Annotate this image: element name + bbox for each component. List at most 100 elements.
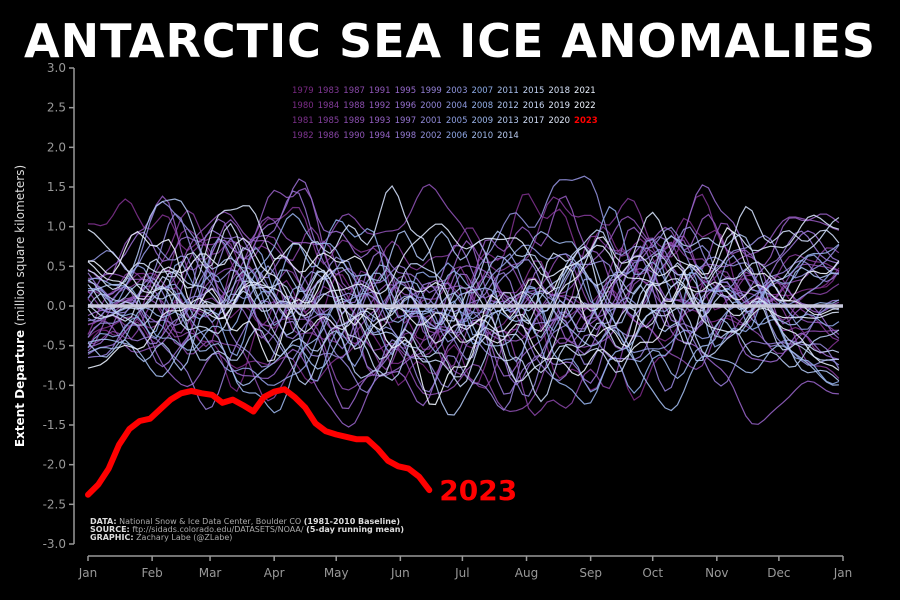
credits-data-label: DATA:	[90, 517, 117, 526]
legend-entry-2007: 2007	[471, 86, 494, 96]
legend-entry-2018: 2018	[548, 86, 571, 96]
legend-entry-1984: 1984	[317, 101, 340, 111]
highlight-series-2023: 2023	[85, 386, 517, 507]
x-tick-label: Jan	[833, 566, 853, 580]
series-line-1982	[87, 193, 840, 341]
x-tick-label: May	[324, 566, 349, 580]
x-tick-label: Jun	[390, 566, 410, 580]
y-axis-label: Extent Departure (million square kilomet…	[13, 165, 27, 447]
credits-source-label: SOURCE:	[90, 525, 130, 534]
legend-entry-1994: 1994	[368, 131, 391, 141]
legend-entry-2015: 2015	[522, 86, 545, 96]
legend-entry-2017: 2017	[522, 116, 545, 126]
legend-entry-1981: 1981	[292, 116, 314, 126]
legend-entry-1992: 1992	[368, 101, 391, 111]
legend-entry-1982: 1982	[292, 131, 314, 141]
legend-entry-1980: 1980	[292, 101, 314, 111]
legend-entry-1988: 1988	[343, 101, 365, 111]
legend-entry-2009: 2009	[471, 116, 494, 126]
legend-entry-1998: 1998	[394, 131, 417, 141]
legend-entry-1990: 1990	[343, 131, 365, 141]
legend-entry-1987: 1987	[343, 86, 365, 96]
legend-entry-2023: 2023	[574, 116, 598, 126]
y-tick-label: 2.5	[47, 101, 66, 115]
series-line-1979	[87, 270, 840, 401]
credits-data-text: National Snow & Ice Data Center, Boulder…	[119, 517, 302, 526]
series-line-2018	[87, 205, 840, 383]
chart-title: ANTARCTIC SEA ICE ANOMALIES	[24, 14, 876, 68]
series-line-2014	[87, 229, 839, 386]
y-tick-label: 3.0	[47, 61, 66, 75]
legend-entry-1979: 1979	[292, 86, 314, 96]
series-line-1986	[87, 226, 840, 417]
series-line-1981	[87, 193, 840, 354]
legend-entry-2010: 2010	[471, 131, 494, 141]
series-line-2009	[87, 230, 840, 414]
x-tick-label: Aug	[515, 566, 538, 580]
legend-entry-1989: 1989	[343, 116, 365, 126]
y-tick-label: 1.0	[47, 220, 66, 234]
legend-entry-2013: 2013	[497, 116, 519, 126]
y-tick-label: -1.5	[43, 418, 66, 432]
legend-entry-2016: 2016	[522, 101, 545, 111]
y-tick-label: -2.5	[43, 497, 66, 511]
x-tick-label: Dec	[767, 566, 790, 580]
legend-entry-2006: 2006	[445, 131, 468, 141]
credits: DATA: National Snow & Ice Data Center, B…	[90, 518, 404, 542]
series-line-2022	[87, 226, 840, 406]
credits-source-text: ftp://sidads.colorado.edu/DATASETS/NOAA/	[132, 525, 304, 534]
y-tick-label: -0.5	[43, 339, 66, 353]
legend-entry-2014: 2014	[497, 131, 519, 141]
legend-entry-1993: 1993	[368, 116, 391, 126]
historical-series-lines	[87, 175, 840, 428]
y-tick-label: -1.0	[43, 378, 66, 392]
legend-entry-2002: 2002	[420, 131, 442, 141]
legend-entry-1985: 1985	[317, 116, 340, 126]
legend-entry-1986: 1986	[317, 131, 340, 141]
legend-entry-1991: 1991	[368, 86, 391, 96]
legend-entry-2008: 2008	[471, 101, 494, 111]
x-tick-label: Mar	[199, 566, 222, 580]
legend-entry-2019: 2019	[548, 101, 571, 111]
x-tick-label: Oct	[642, 566, 663, 580]
legend: 1979 1983 1987 1991 1995 1999 2003 2007 2011 2015…	[292, 84, 602, 144]
series-label-2023: 2023	[439, 474, 517, 507]
legend-entry-2022: 2022	[574, 101, 596, 111]
series-line-2005	[87, 237, 839, 368]
series-line-2015	[87, 246, 840, 403]
x-tick-label: Apr	[264, 566, 285, 580]
y-tick-label: -3.0	[43, 537, 66, 551]
series-line-2017	[87, 184, 840, 346]
credits-source-bold: (5-day running mean)	[306, 525, 405, 534]
credits-graphic-label: GRAPHIC:	[90, 533, 134, 542]
series-line-2011	[87, 230, 839, 372]
x-tick-label: Nov	[705, 566, 728, 580]
series-line-2016	[87, 217, 840, 378]
series-line-2013	[87, 230, 840, 382]
x-tick-label: Sep	[579, 566, 602, 580]
y-tick-label: 0.5	[47, 259, 66, 273]
credits-graphic-text: Zachary Labe (@ZLabe)	[136, 533, 233, 542]
credits-data-bold: (1981-2010 Baseline)	[303, 517, 400, 526]
y-tick-label: 1.5	[47, 180, 66, 194]
legend-entry-2011: 2011	[497, 86, 519, 96]
x-tick-label: Jan	[78, 566, 98, 580]
legend-entry-2003: 2003	[445, 86, 468, 96]
y-tick-label: -2.0	[43, 458, 66, 472]
legend-entry-1996: 1996	[394, 101, 417, 111]
y-tick-label: 2.0	[47, 140, 66, 154]
series-line-2012	[87, 198, 840, 416]
y-axis-label-bold: Extent Departure	[13, 329, 27, 448]
y-tick-label: 0.0	[47, 299, 66, 313]
legend-entry-2000: 2000	[420, 101, 442, 111]
series-line-2006	[87, 205, 840, 382]
legend-entry-1995: 1995	[394, 86, 417, 96]
legend-entry-1997: 1997	[394, 116, 417, 126]
y-axis-label-units: (million square kilometers)	[13, 164, 27, 327]
legend-entry-1983: 1983	[317, 86, 340, 96]
legend-entry-2020: 2020	[548, 116, 571, 126]
legend-entry-2012: 2012	[497, 101, 519, 111]
series-line-1987	[87, 253, 839, 402]
legend-entry-2005: 2005	[445, 116, 468, 126]
